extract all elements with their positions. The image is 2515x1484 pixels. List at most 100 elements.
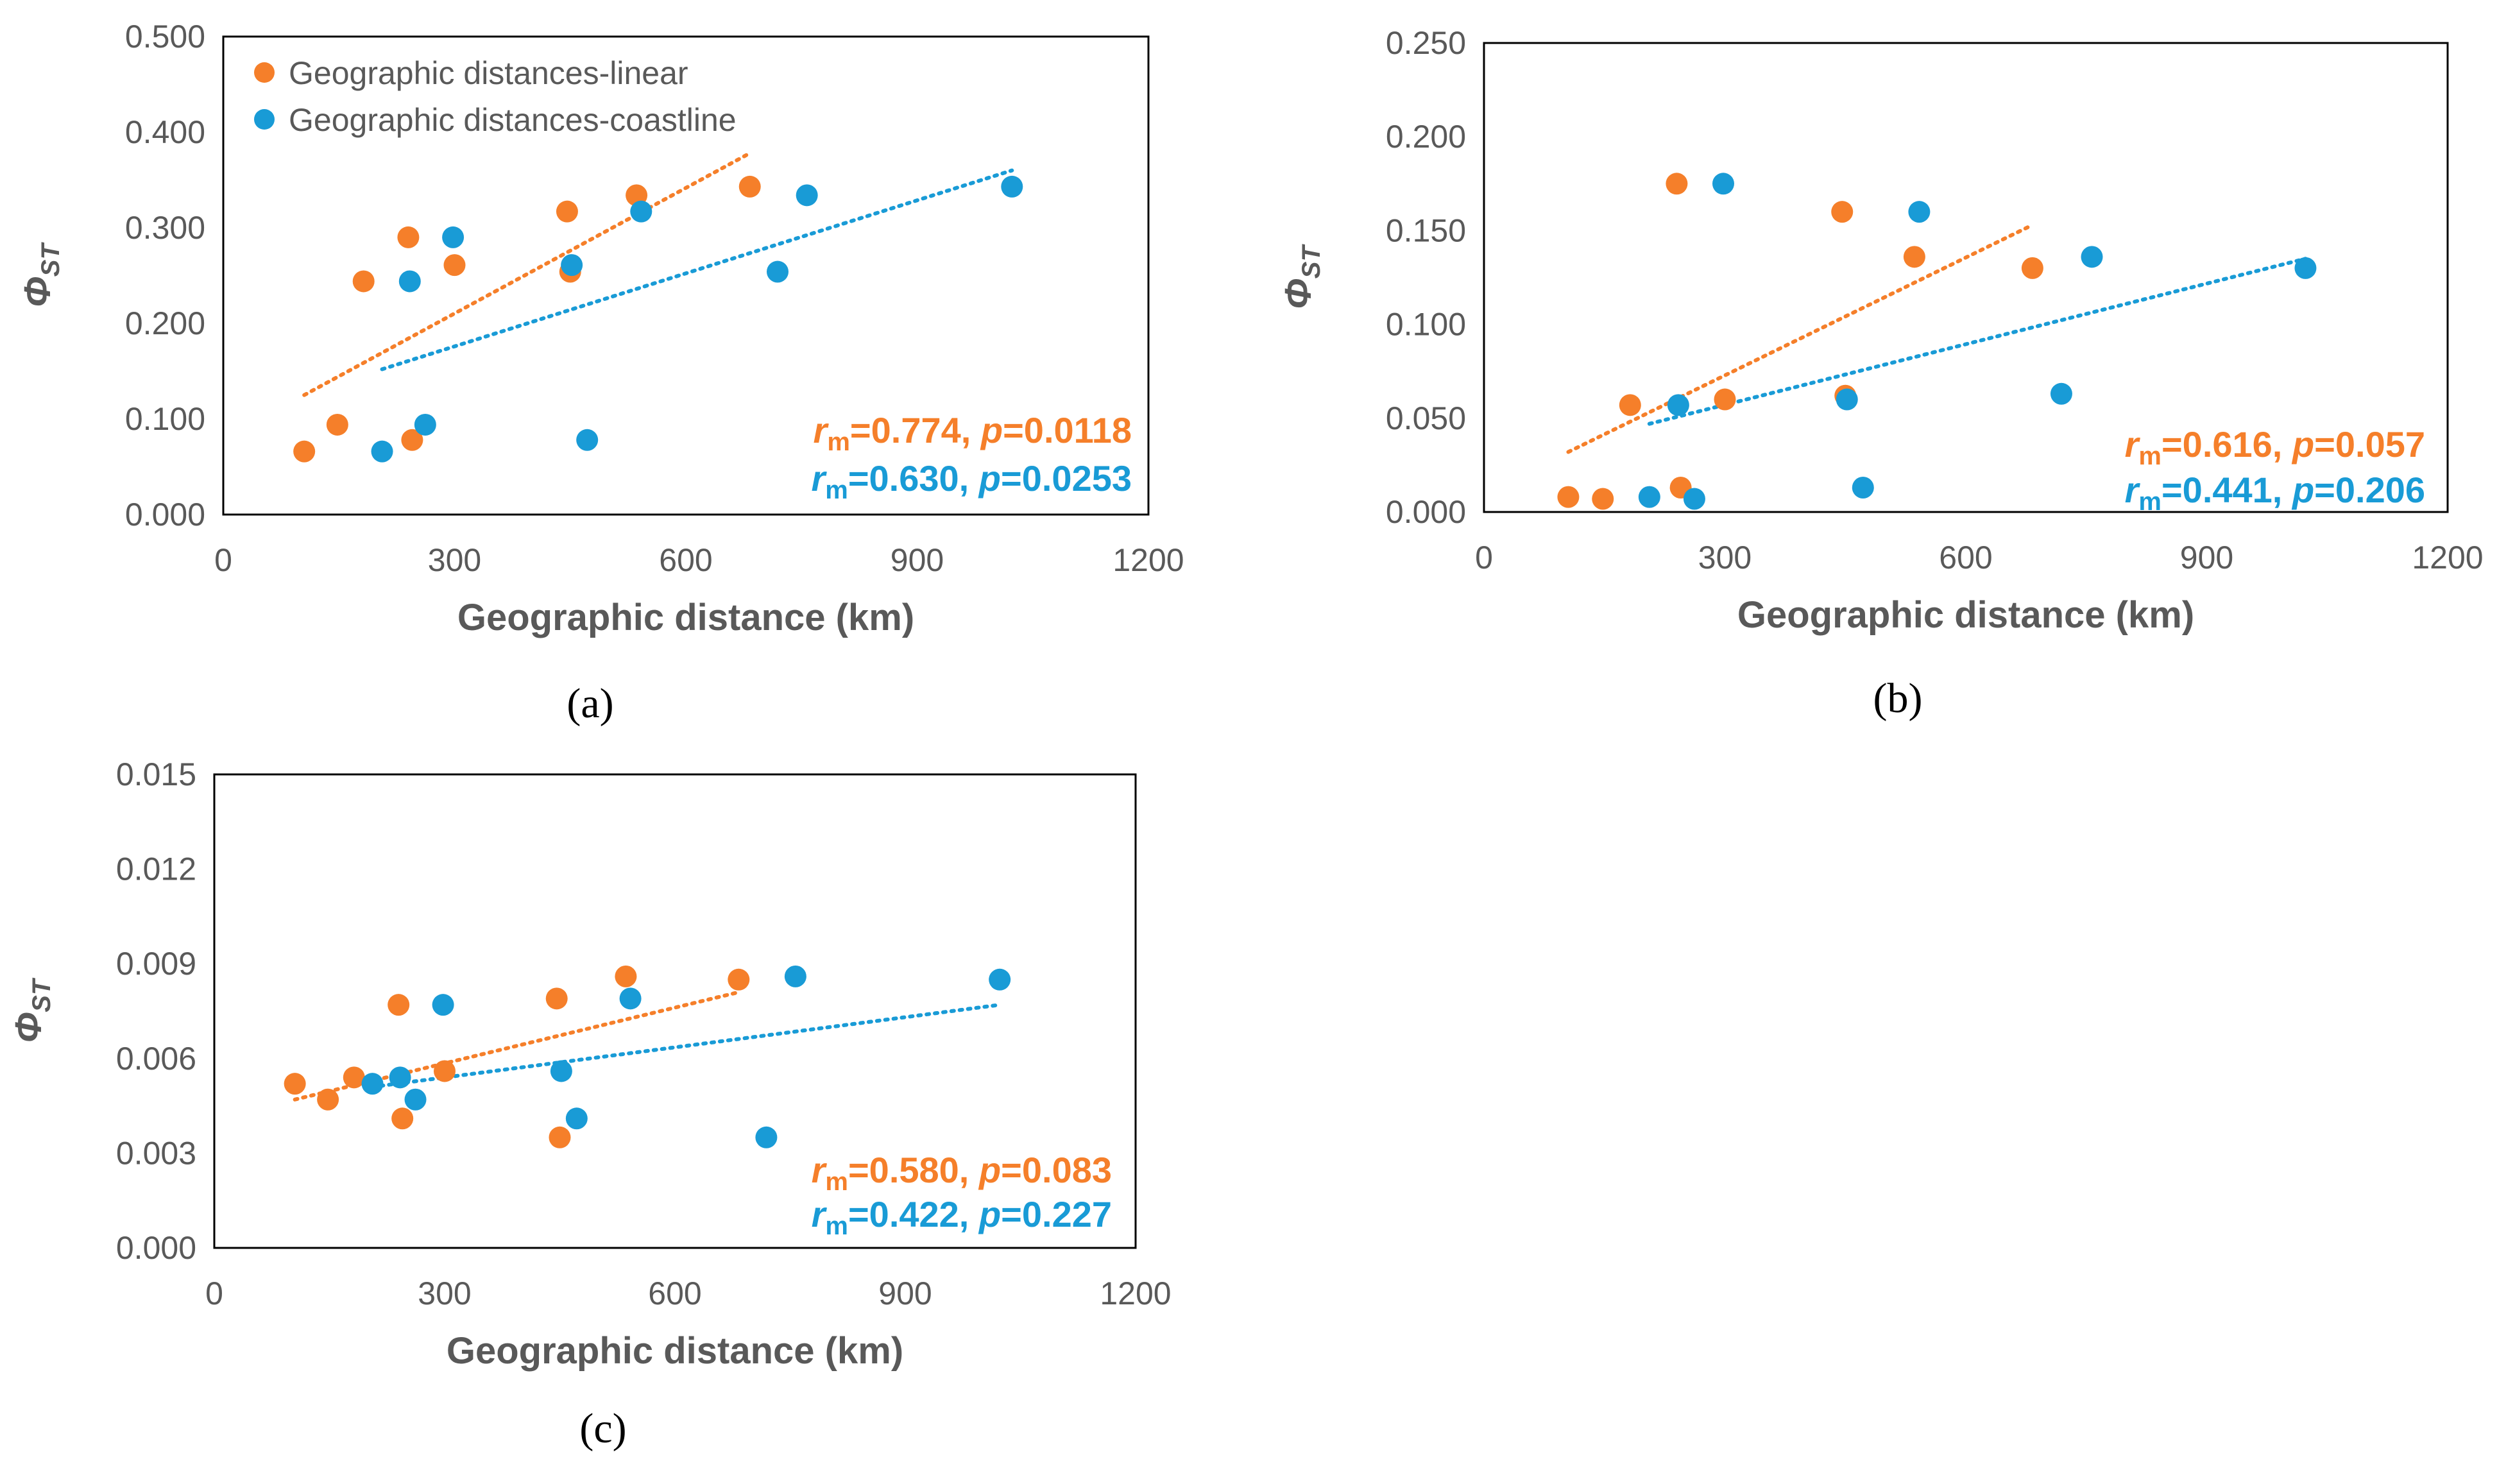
data-point-linear bbox=[388, 994, 410, 1016]
panel-label-c: (c) bbox=[579, 1405, 626, 1452]
data-point-linear bbox=[443, 254, 466, 277]
y-tick-label: 0.006 bbox=[116, 1041, 196, 1077]
stat-annotation-linear: rm=0.774, p=0.0118 bbox=[814, 410, 1132, 456]
stat-p-symbol: p bbox=[980, 410, 1003, 450]
stat-r-subscript: m bbox=[825, 1168, 848, 1196]
stat-r-symbol: r bbox=[2125, 470, 2141, 510]
x-axis-title: Geographic distance (km) bbox=[457, 597, 914, 638]
stat-r-value: =0.441, bbox=[2161, 470, 2292, 510]
data-point-coastline bbox=[565, 1107, 588, 1130]
stat-p-symbol: p bbox=[2291, 470, 2314, 510]
data-point-coastline bbox=[1001, 175, 1023, 198]
data-point-linear bbox=[2021, 257, 2043, 279]
stat-r-symbol: r bbox=[2125, 424, 2141, 465]
stat-p-value: =0.0253 bbox=[1001, 458, 1132, 499]
legend-marker-coastline bbox=[254, 109, 275, 130]
y-tick-label: 0.012 bbox=[116, 851, 196, 887]
y-tick-label: 0.400 bbox=[125, 114, 205, 150]
trendline-coastline bbox=[380, 168, 1014, 371]
y-axis-title-subscript: ST bbox=[1297, 244, 1326, 279]
x-tick-label: 0 bbox=[214, 542, 232, 578]
data-point-coastline bbox=[404, 1088, 427, 1111]
stat-r-subscript: m bbox=[2138, 488, 2161, 516]
data-point-linear bbox=[1592, 488, 1614, 510]
y-tick-label: 0.500 bbox=[125, 19, 205, 55]
data-point-coastline bbox=[1908, 201, 1931, 223]
stat-r-value: =0.774, bbox=[850, 410, 981, 450]
data-point-coastline bbox=[1852, 476, 1874, 499]
x-tick-label: 0 bbox=[205, 1275, 223, 1311]
data-point-coastline bbox=[371, 440, 393, 463]
data-point-coastline bbox=[1638, 486, 1660, 508]
x-tick-label: 300 bbox=[418, 1275, 471, 1311]
stat-p-symbol: p bbox=[2291, 424, 2314, 465]
data-point-linear bbox=[352, 270, 375, 293]
trendline-linear bbox=[1566, 223, 2034, 454]
data-point-linear bbox=[434, 1060, 456, 1082]
stat-p-value: =0.227 bbox=[1001, 1194, 1112, 1234]
x-tick-label: 600 bbox=[659, 542, 712, 578]
plot-area-c bbox=[213, 773, 1137, 1249]
stat-r-subscript: m bbox=[825, 476, 848, 504]
data-point-linear bbox=[556, 200, 578, 223]
stat-r-value: =0.580, bbox=[848, 1150, 979, 1190]
data-point-coastline bbox=[630, 200, 652, 223]
stat-p-value: =0.206 bbox=[2314, 470, 2425, 510]
data-point-linear bbox=[1557, 486, 1580, 508]
data-point-coastline bbox=[1836, 388, 1858, 411]
y-axis-title: ΦST bbox=[17, 242, 65, 307]
y-tick-label: 0.150 bbox=[1386, 212, 1466, 248]
data-point-linear bbox=[284, 1073, 306, 1095]
x-tick-label: 1200 bbox=[2412, 540, 2483, 576]
y-tick-label: 0.050 bbox=[1386, 400, 1466, 436]
data-point-linear bbox=[397, 226, 420, 248]
data-point-coastline bbox=[619, 987, 642, 1010]
y-tick-label: 0.200 bbox=[125, 305, 205, 341]
trendline-coastline bbox=[370, 1003, 1002, 1089]
data-point-linear bbox=[738, 175, 761, 198]
y-axis-title-symbol: Φ bbox=[17, 277, 58, 307]
stat-r-subscript: m bbox=[827, 428, 850, 456]
chart-panel-b: 0.000 0.050 0.100 0.150 0.200 0.250 0 300 600 900… bbox=[1277, 25, 2484, 722]
y-axis-title-symbol: Φ bbox=[1277, 278, 1319, 309]
stat-annotation-linear: rm=0.616, p=0.057 bbox=[2125, 424, 2425, 470]
x-tick-label: 900 bbox=[891, 542, 944, 578]
data-point-coastline bbox=[2294, 257, 2317, 279]
panel-label-b: (b) bbox=[1873, 675, 1923, 722]
stat-r-symbol: r bbox=[812, 1150, 828, 1190]
stat-r-subscript: m bbox=[2138, 442, 2161, 470]
data-point-linear bbox=[1831, 201, 1854, 223]
data-point-linear bbox=[1619, 394, 1641, 416]
data-point-coastline bbox=[389, 1066, 411, 1089]
stat-r-value: =0.630, bbox=[848, 458, 979, 499]
data-point-linear bbox=[401, 429, 423, 451]
stat-p-value: =0.057 bbox=[2314, 424, 2425, 465]
x-tick-label: 0 bbox=[1475, 540, 1493, 576]
data-point-linear bbox=[326, 413, 348, 436]
trendline-coastline bbox=[1647, 257, 2308, 426]
stat-r-value: =0.616, bbox=[2161, 424, 2292, 465]
data-point-coastline bbox=[576, 429, 599, 451]
y-axis-title: ΦST bbox=[8, 977, 56, 1043]
panel-label-a: (a) bbox=[567, 680, 613, 727]
stat-annotation-linear: rm=0.580, p=0.083 bbox=[812, 1150, 1112, 1196]
x-axis-title: Geographic distance (km) bbox=[1737, 594, 2194, 636]
y-tick-label: 0.000 bbox=[125, 497, 205, 533]
y-tick-label: 0.003 bbox=[116, 1135, 196, 1171]
data-point-coastline bbox=[1683, 488, 1705, 510]
data-point-coastline bbox=[1712, 173, 1734, 195]
stat-p-value: =0.083 bbox=[1001, 1150, 1112, 1190]
y-tick-label: 0.100 bbox=[1386, 307, 1466, 343]
data-point-coastline bbox=[414, 413, 436, 436]
y-tick-label: 0.250 bbox=[1386, 25, 1466, 61]
y-axis-title-symbol: Φ bbox=[8, 1012, 49, 1043]
y-tick-label: 0.300 bbox=[125, 210, 205, 246]
legend-marker-linear bbox=[254, 62, 275, 83]
x-tick-label: 900 bbox=[2180, 540, 2233, 576]
legend-label-linear: Geographic distances-linear bbox=[289, 55, 688, 91]
data-point-linear bbox=[391, 1107, 414, 1130]
stat-p-symbol: p bbox=[978, 1150, 1001, 1190]
data-point-coastline bbox=[796, 184, 818, 207]
x-tick-label: 300 bbox=[1698, 540, 1752, 576]
